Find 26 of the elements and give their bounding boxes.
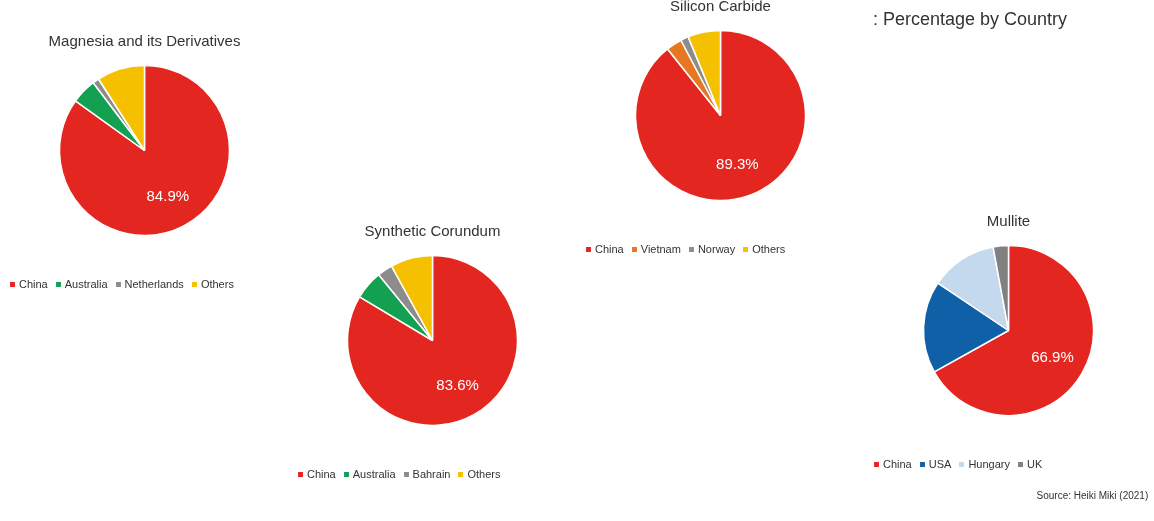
legend-label: Vietnam xyxy=(640,243,681,255)
chart-title: Mullite xyxy=(986,211,1031,229)
chart-title: Silicon Carbide xyxy=(670,0,771,14)
legend-label: China xyxy=(307,468,336,480)
legend-label: China xyxy=(19,278,48,290)
source-note: Source: Heiki Miki (2021) xyxy=(1036,490,1149,501)
data-label: 84.9% xyxy=(146,187,190,205)
legend-label: China xyxy=(883,458,912,470)
legend-label: Australia xyxy=(352,468,396,480)
text: : Percentage by Country xyxy=(873,8,1068,29)
legend-label: Netherlands xyxy=(124,278,184,290)
data-label: 66.9% xyxy=(1031,347,1074,365)
data-label: 83.6% xyxy=(436,376,479,394)
legend-label: UK xyxy=(1026,458,1044,470)
legend-label: USA xyxy=(928,458,952,470)
legend-label: Norway xyxy=(697,243,736,255)
legend-label: Others xyxy=(200,278,234,290)
legend-label: Others xyxy=(467,468,501,480)
legend-label: Hungary xyxy=(968,458,1010,470)
chart-title: Synthetic Corundum xyxy=(364,221,501,239)
legend-label: Others xyxy=(752,243,786,255)
legend-label: Bahrain xyxy=(412,468,451,480)
legend-label: China xyxy=(595,243,624,255)
legend-label: Australia xyxy=(64,278,108,290)
chart-title: Magnesia and its Derivatives xyxy=(48,31,241,49)
data-label: 89.3% xyxy=(716,155,759,173)
